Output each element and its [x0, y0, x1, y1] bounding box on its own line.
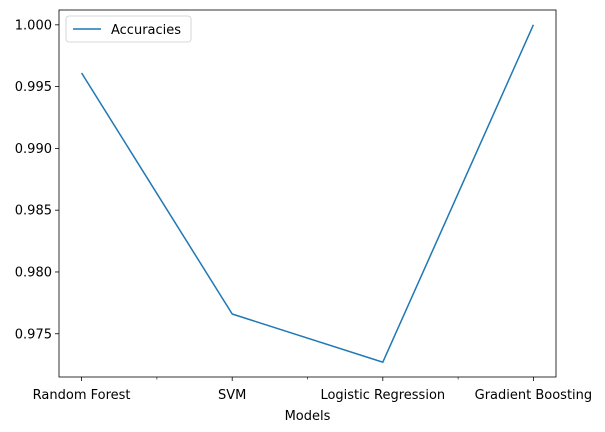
legend-box: [65, 15, 192, 43]
y-tick-label: 0.975: [15, 327, 52, 342]
series-line-accuracies: [80, 24, 535, 363]
series-line-group: [80, 24, 535, 363]
plot-frame: [58, 9, 557, 378]
legend-label: Accuracies: [111, 23, 181, 38]
x-tick-label: Gradient Boosting: [475, 388, 593, 403]
y-tick-label: 0.980: [15, 265, 52, 280]
legend: Accuracies: [65, 15, 192, 43]
y-tick-label: 0.990: [15, 142, 52, 157]
x-axis-ticks: Random Forest SVM Logistic Regression Gradi…: [33, 377, 593, 403]
y-tick-label: 1.000: [15, 18, 52, 33]
x-tick-label: Random Forest: [33, 388, 131, 403]
x-tick-label: SVM: [218, 388, 246, 403]
x-axis-label: Models: [285, 409, 331, 424]
y-tick-label: 0.995: [15, 80, 52, 95]
plot-area: [59, 10, 556, 377]
y-tick-label: 0.985: [15, 204, 52, 219]
y-axis-ticks: 0.975 0.980 0.985 0.990 0.995 1.000: [15, 18, 59, 342]
x-tick-label: Logistic Regression: [320, 388, 445, 403]
